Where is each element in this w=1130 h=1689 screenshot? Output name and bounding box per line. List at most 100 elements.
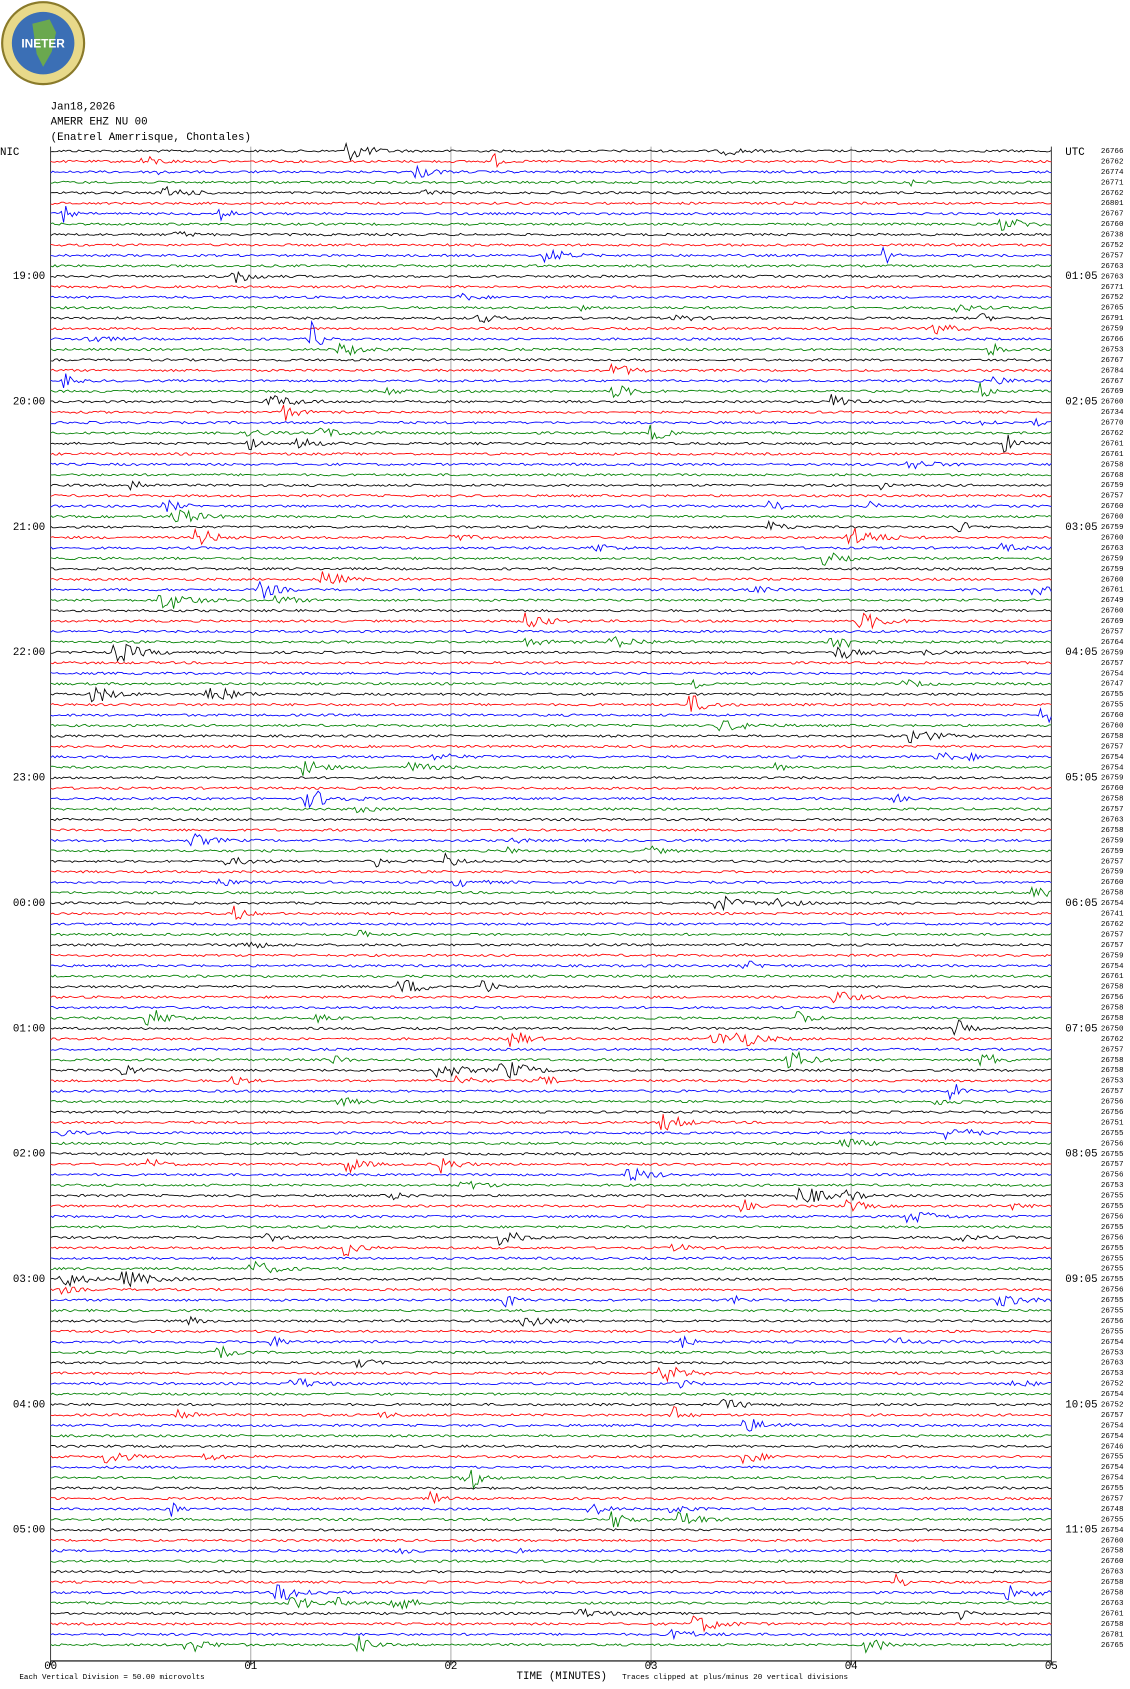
trace [50,643,1052,663]
trace [50,292,1052,301]
trace [50,434,1052,453]
trace-count: 26754 [1101,670,1124,678]
trace-count: 26756 [1101,1172,1124,1180]
trace [50,542,1052,553]
trace [50,1335,1052,1348]
trace-count: 26759 [1101,555,1124,563]
trace [50,775,1052,780]
trace [50,671,1052,676]
trace [50,509,1052,523]
trace-count: 26748 [1101,1506,1124,1514]
trace-count: 26758 [1101,827,1124,835]
trace [50,480,1052,492]
trace-count: 26754 [1101,1339,1124,1347]
trace-count: 26755 [1101,1130,1124,1138]
trace [50,382,1052,399]
trace [50,527,1052,546]
trace [50,1405,1052,1419]
trace-count: 26759 [1101,326,1124,334]
trace-count: 26754 [1101,1527,1124,1535]
x-tick-label: 00 [44,1661,57,1673]
logo-land [32,19,57,67]
trace [50,1084,1052,1101]
trace [50,206,1052,223]
right-time-label: 06:05 [1065,898,1097,910]
trace [50,320,1052,345]
trace [50,552,1052,566]
trace-count: 26750 [1101,1025,1124,1033]
trace [50,991,1052,1004]
right-time-label: 11:05 [1065,1525,1097,1537]
trace-count: 26752 [1101,242,1124,250]
right-time-label: 09:05 [1065,1274,1097,1286]
left-time-label: 20:00 [13,397,45,409]
trace [50,1152,1052,1156]
trace-count: 26759 [1101,869,1124,877]
trace-count: 26781 [1101,1631,1124,1639]
trace [50,1452,1052,1465]
trace [50,608,1052,613]
trace-count: 26757 [1101,252,1124,260]
trace [50,1444,1052,1449]
trace-count: 26754 [1101,1475,1124,1483]
trace-count: 26759 [1101,848,1124,856]
trace-count: 26759 [1101,482,1124,490]
trace-count: 26761 [1101,1610,1124,1618]
trace [50,243,1052,247]
trace-count: 26757 [1101,942,1124,950]
trace-count: 26759 [1101,524,1124,532]
trace [50,1486,1052,1490]
trace [50,929,1052,938]
trace [50,1366,1052,1383]
trace-count: 26757 [1101,806,1124,814]
trace [50,1062,1052,1079]
trace [50,1110,1052,1114]
right-time-label: 05:05 [1065,773,1097,785]
trace [50,460,1052,470]
trace [50,1607,1052,1621]
trace [50,324,1052,335]
trace-count: 26764 [1101,639,1124,647]
trace-count: 26755 [1101,1307,1124,1315]
right-time-label: 04:05 [1065,647,1097,659]
trace-count: 26746 [1101,1443,1124,1451]
trace [50,1180,1052,1190]
trace-count: 26758 [1101,1590,1124,1598]
trace-count: 26770 [1101,420,1124,428]
trace-count: 26759 [1101,837,1124,845]
trace [50,1010,1052,1026]
trace-count: 26763 [1101,1360,1124,1368]
trace [50,218,1052,231]
trace [50,519,1052,533]
trace-count: 26769 [1101,388,1124,396]
trace [50,264,1052,268]
trace-count: 26758 [1101,890,1124,898]
trace [50,1434,1052,1438]
trace [50,953,1052,958]
trace-count: 26763 [1101,1600,1124,1608]
trace-count: 26755 [1101,1276,1124,1284]
left-time-label: 00:00 [13,898,45,910]
date: Jan18,2026 [51,102,116,114]
trace-count: 26760 [1101,879,1124,887]
trace-count: 26757 [1101,743,1124,751]
trace [50,452,1052,456]
trace-count: 26757 [1101,493,1124,501]
trace [50,580,1052,599]
trace [50,707,1052,724]
trace [50,1559,1052,1563]
trace [50,941,1052,949]
trace [50,806,1052,814]
trace [50,1465,1052,1469]
trace [50,245,1052,264]
trace [50,493,1052,498]
trace [50,629,1052,634]
trace [50,678,1052,689]
trace [50,636,1052,649]
trace [50,394,1052,406]
trace-count: 26760 [1101,785,1124,793]
trace [50,790,1052,809]
trace-count: 26768 [1101,472,1124,480]
x-tick-label: 03 [645,1661,658,1673]
trace-count: 26755 [1101,1224,1124,1232]
